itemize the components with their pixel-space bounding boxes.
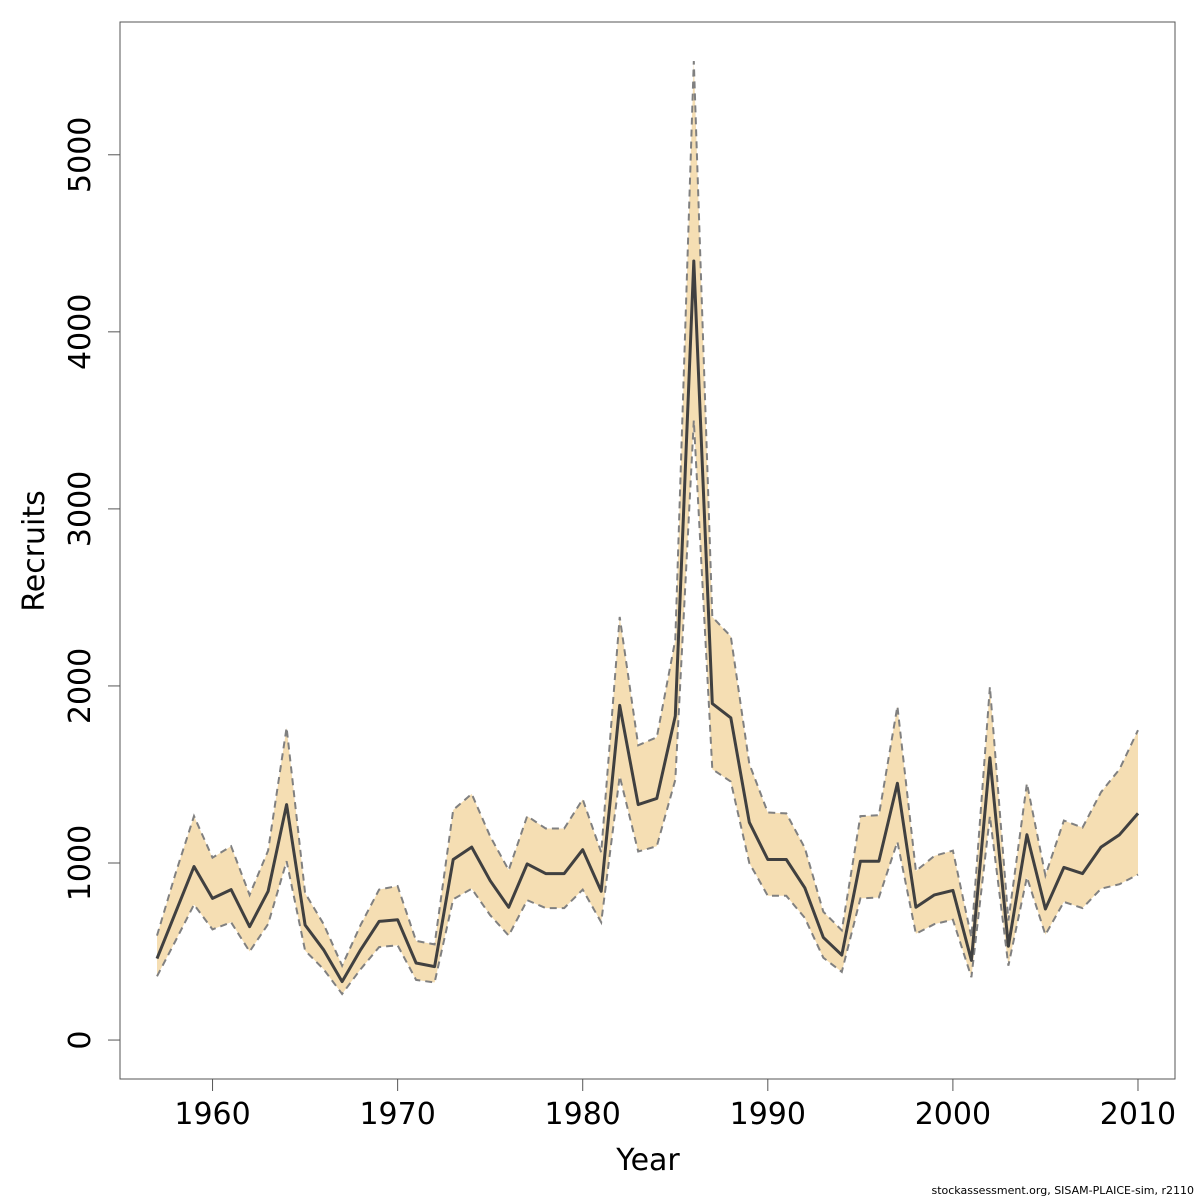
x-tick-label: 1990 [730,1097,806,1132]
recruits-estimate-line [155,259,1140,984]
y-tick-label: 4000 [63,294,98,370]
y-tick-label: 2000 [63,648,98,724]
x-axis: 1960 1970 1980 1990 2000 2010 [174,1078,1176,1132]
y-axis-title: Recruits [17,490,52,612]
y-tick-label: 5000 [63,117,98,193]
x-tick-label: 1960 [174,1097,250,1132]
source-footer: stockassessment.org, SISAM-PLAICE-sim, r… [931,1184,1194,1197]
confidence-band-layer [156,60,1139,996]
y-axis: 0 1000 2000 3000 4000 5000 [63,117,121,1050]
x-tick-label: 2000 [915,1097,991,1132]
x-tick-label: 1980 [545,1097,621,1132]
lower-bound-line [156,420,1139,996]
confidence-band [157,61,1138,994]
x-tick-label: 2010 [1100,1097,1176,1132]
x-tick-label: 1970 [359,1097,435,1132]
upper-bound-line [156,60,1139,969]
estimate-line-layer [155,259,1140,984]
x-axis-title: Year [615,1143,680,1178]
y-tick-label: 1000 [63,825,98,901]
y-tick-label: 0 [63,1031,98,1050]
y-tick-label: 3000 [63,471,98,547]
